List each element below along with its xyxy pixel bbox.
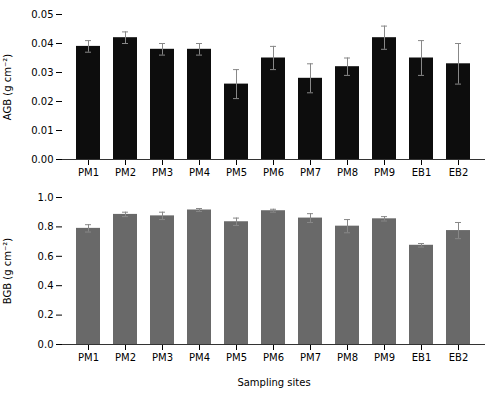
svg-text:PM4: PM4	[189, 352, 210, 363]
svg-text:EB1: EB1	[412, 352, 432, 363]
svg-text:PM3: PM3	[152, 352, 173, 363]
svg-text:0.01: 0.01	[31, 125, 53, 136]
svg-text:PM4: PM4	[189, 167, 210, 178]
svg-text:PM1: PM1	[78, 352, 99, 363]
svg-text:PM2: PM2	[115, 167, 136, 178]
svg-text:0.04: 0.04	[31, 38, 53, 49]
svg-text:PM9: PM9	[374, 167, 395, 178]
svg-text:BGB (g cm⁻²): BGB (g cm⁻²)	[2, 238, 13, 304]
svg-text:PM8: PM8	[337, 167, 358, 178]
svg-text:0.6: 0.6	[38, 251, 54, 262]
svg-text:Sampling sites: Sampling sites	[237, 377, 310, 388]
svg-text:PM3: PM3	[152, 167, 173, 178]
svg-text:PM1: PM1	[78, 167, 99, 178]
svg-text:AGB (g cm⁻²): AGB (g cm⁻²)	[2, 54, 13, 120]
svg-text:0.00: 0.00	[31, 154, 53, 165]
svg-text:EB2: EB2	[449, 167, 469, 178]
svg-text:PM2: PM2	[115, 352, 136, 363]
svg-text:0.2: 0.2	[38, 309, 54, 320]
svg-text:PM7: PM7	[300, 167, 321, 178]
svg-text:PM6: PM6	[263, 167, 284, 178]
svg-text:PM6: PM6	[263, 352, 284, 363]
svg-text:0.4: 0.4	[38, 280, 54, 291]
svg-text:0.02: 0.02	[31, 96, 53, 107]
svg-text:0.8: 0.8	[38, 221, 54, 232]
svg-text:EB1: EB1	[412, 167, 432, 178]
svg-text:PM5: PM5	[226, 352, 247, 363]
svg-text:PM9: PM9	[374, 352, 395, 363]
svg-text:PM7: PM7	[300, 352, 321, 363]
svg-text:0.05: 0.05	[31, 9, 53, 20]
svg-text:PM8: PM8	[337, 352, 358, 363]
svg-text:PM5: PM5	[226, 167, 247, 178]
svg-text:1.0: 1.0	[38, 192, 54, 203]
svg-text:EB2: EB2	[449, 352, 469, 363]
svg-text:0.0: 0.0	[38, 339, 54, 350]
svg-text:0.03: 0.03	[31, 67, 53, 78]
